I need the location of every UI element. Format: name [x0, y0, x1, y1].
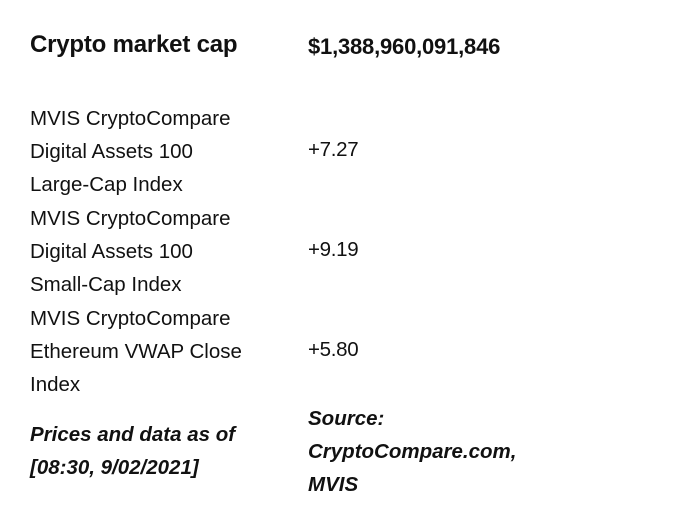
- index-name-line: Digital Assets 100: [30, 240, 193, 263]
- index-name-line: Large-Cap Index: [30, 173, 183, 196]
- index-name-line: Small-Cap Index: [30, 273, 182, 296]
- index-value-large-cap: +7.27: [308, 138, 359, 161]
- market-cap-label: Crypto market cap: [30, 31, 238, 58]
- index-name-line: Digital Assets 100: [30, 140, 193, 163]
- index-name-line: Index: [30, 373, 81, 396]
- index-value-small-cap: +9.19: [308, 238, 359, 261]
- index-name-large-cap: MVIS CryptoCompare Digital Assets 100 La…: [30, 102, 290, 201]
- timestamp-line: Prices and data as of: [30, 423, 236, 446]
- index-name-line: MVIS CryptoCompare: [30, 307, 231, 330]
- index-name-line: MVIS CryptoCompare: [30, 107, 231, 130]
- data-source-note: Source: CryptoCompare.com, MVIS: [308, 402, 516, 501]
- index-name-line: MVIS CryptoCompare: [30, 207, 231, 230]
- index-name-line: Ethereum VWAP Close: [30, 340, 242, 363]
- index-value-ethereum-vwap: +5.80: [308, 338, 359, 361]
- index-name-small-cap: MVIS CryptoCompare Digital Assets 100 Sm…: [30, 202, 290, 301]
- source-line: Source:: [308, 407, 385, 430]
- source-line: CryptoCompare.com,: [308, 440, 517, 463]
- market-cap-value: $1,388,960,091,846: [308, 34, 501, 59]
- source-line: MVIS: [308, 473, 359, 496]
- data-timestamp-note: Prices and data as of [08:30, 9/02/2021]: [30, 418, 235, 484]
- timestamp-line: [08:30, 9/02/2021]: [30, 456, 199, 479]
- index-name-ethereum-vwap: MVIS CryptoCompare Ethereum VWAP Close I…: [30, 302, 290, 401]
